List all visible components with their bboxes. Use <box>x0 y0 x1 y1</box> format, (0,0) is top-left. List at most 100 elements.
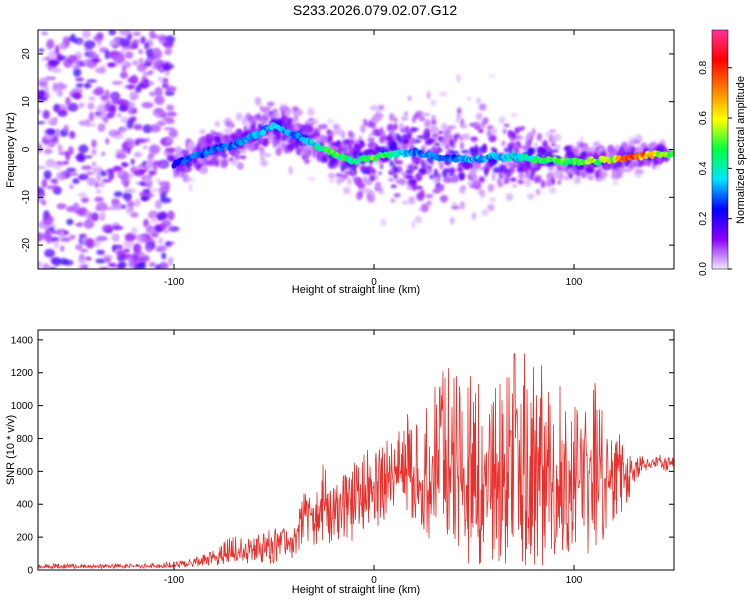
spectrogram-cloud-cell <box>511 132 516 139</box>
spectrogram-cloud-cell <box>186 141 196 150</box>
spectrogram-cloud-cell <box>477 190 486 195</box>
spectrogram-cloud-cell <box>431 145 437 153</box>
spectrogram-noise-cell <box>46 128 56 135</box>
spectrogram-noise-cell <box>99 211 106 220</box>
spectrogram-cloud-cell <box>621 141 628 150</box>
spectrogram-cloud-cell <box>473 147 479 156</box>
spectrogram-cloud-cell <box>524 178 532 187</box>
spectrogram-cloud-cell <box>404 111 408 116</box>
spectrogram-cloud-cell <box>423 112 431 117</box>
spectrogram-cloud-cell <box>278 105 288 112</box>
spectrogram-cloud-cell <box>503 123 510 127</box>
spectrogram-cloud-cell <box>254 96 262 106</box>
spectrogram-noise-cell <box>86 79 98 83</box>
spectrogram-noise-cell <box>136 235 148 244</box>
spectrogram-noise-cell <box>98 181 106 188</box>
spectrogram-cloud-cell <box>266 101 275 107</box>
spectrogram-cloud-cell <box>489 197 496 202</box>
spectrogram-noise-cell <box>152 160 162 167</box>
spectrogram-noise-cell <box>91 58 102 63</box>
spectrogram-noise-cell <box>38 48 45 53</box>
spectrogram-noise-cell <box>154 107 164 115</box>
spectrogram-cloud-cell <box>251 123 256 131</box>
spectrogram-noise-cell <box>121 176 130 187</box>
spectrogram-cloud-cell <box>615 170 623 179</box>
spectrogram-cloud-cell <box>373 116 383 121</box>
spectrogram-noise-cell <box>113 191 123 198</box>
spectrogram-cloud-cell <box>473 163 480 168</box>
spectrogram-noise-cell <box>155 264 162 269</box>
spectrogram-cloud-cell <box>299 147 303 152</box>
spectrogram-noise-cell <box>88 96 96 102</box>
spectrogram-cloud-cell <box>390 184 397 189</box>
spectrogram-cloud-cell <box>611 169 618 174</box>
spectrogram-cloud-cell <box>309 118 319 125</box>
spectrogram-noise-cell <box>142 72 152 76</box>
spectrogram-cloud-cell <box>487 74 496 78</box>
spectrogram-x-tick-label: -100 <box>164 277 184 288</box>
spectrogram-noise-cell <box>44 248 56 258</box>
spectrogram-noise-cell <box>38 121 46 125</box>
spectrogram-cloud-cell <box>223 127 233 135</box>
spectrogram-cloud-cell <box>285 110 292 116</box>
spectrogram-noise-cell <box>85 256 92 261</box>
spectrogram-cloud-cell <box>474 180 480 187</box>
spectrogram-noise-cell <box>75 83 84 88</box>
spectrogram-noise-cell <box>95 189 102 194</box>
spectrogram-y-tick-label: 20 <box>21 48 32 60</box>
spectrogram-cloud-cell <box>548 166 554 171</box>
spectrogram-cloud-cell <box>426 200 432 206</box>
spectrogram-noise-cell <box>121 103 127 112</box>
spectrogram-noise-cell <box>159 261 169 269</box>
spectrogram-noise-cell <box>142 145 148 150</box>
spectrogram-noise-cell <box>157 245 168 250</box>
spectrogram-cloud-cell <box>496 178 502 185</box>
spectrogram-cloud-cell <box>401 115 408 122</box>
spectrogram-noise-cell <box>156 211 168 220</box>
spectrogram-cloud-cell <box>481 208 489 217</box>
spectrogram-cloud-cell <box>391 141 397 148</box>
spectrogram-noise-cell <box>79 248 89 253</box>
spectrogram-y-tick-label: 10 <box>21 96 32 108</box>
spectrogram-cloud-cell <box>287 117 291 126</box>
spectrogram-cloud-cell <box>462 185 466 189</box>
spectrogram-cloud-cell <box>375 183 380 193</box>
spectrogram-cloud-cell <box>188 183 193 192</box>
spectrogram-cloud-cell <box>445 127 452 136</box>
snr-x-axis-label: Height of straight line (km) <box>292 584 420 596</box>
spectrogram-cloud-cell <box>261 148 266 154</box>
spectrogram-noise-cell <box>56 82 65 90</box>
spectrogram-noise-cell <box>56 203 66 210</box>
spectrogram-cloud-cell <box>248 115 252 124</box>
spectrogram-ridge-cell <box>261 128 267 136</box>
spectrogram-noise-cell <box>129 211 139 218</box>
spectrogram-y-tick-label: -10 <box>21 190 32 205</box>
spectrogram-cloud-cell <box>478 166 486 171</box>
spectrogram-cloud-cell <box>438 148 443 152</box>
spectrogram-cloud-cell <box>200 136 206 145</box>
spectrogram-cells <box>38 30 674 269</box>
colorbar-frame <box>711 29 729 270</box>
spectrogram-noise-cell <box>62 35 69 43</box>
spectrogram-cloud-cell <box>501 140 506 147</box>
spectrogram-noise-cell <box>126 200 136 208</box>
spectrogram-cloud-cell <box>432 189 441 194</box>
spectrogram-cloud-cell <box>449 139 454 147</box>
spectrogram-cloud-cell <box>359 140 364 146</box>
spectrogram-cloud-cell <box>372 129 379 135</box>
spectrogram-noise-cell <box>42 263 50 269</box>
spectrogram-noise-cell <box>95 258 105 264</box>
spectrogram-cloud-cell <box>414 215 423 224</box>
spectrogram-cloud-cell <box>389 160 394 167</box>
spectrogram-noise-cell <box>130 158 135 165</box>
spectrogram-noise-cell <box>151 34 161 39</box>
spectrogram-cloud-cell <box>423 127 430 136</box>
spectrogram-noise-cell <box>65 96 71 106</box>
spectrogram-cloud-cell <box>544 162 553 167</box>
spectrogram-noise-cell <box>46 185 59 190</box>
spectrogram-cloud-cell <box>579 165 585 171</box>
spectrogram-cloud-cell <box>579 136 584 143</box>
spectrogram-noise-cell <box>59 42 68 50</box>
spectrogram-cloud-cell <box>612 180 619 186</box>
